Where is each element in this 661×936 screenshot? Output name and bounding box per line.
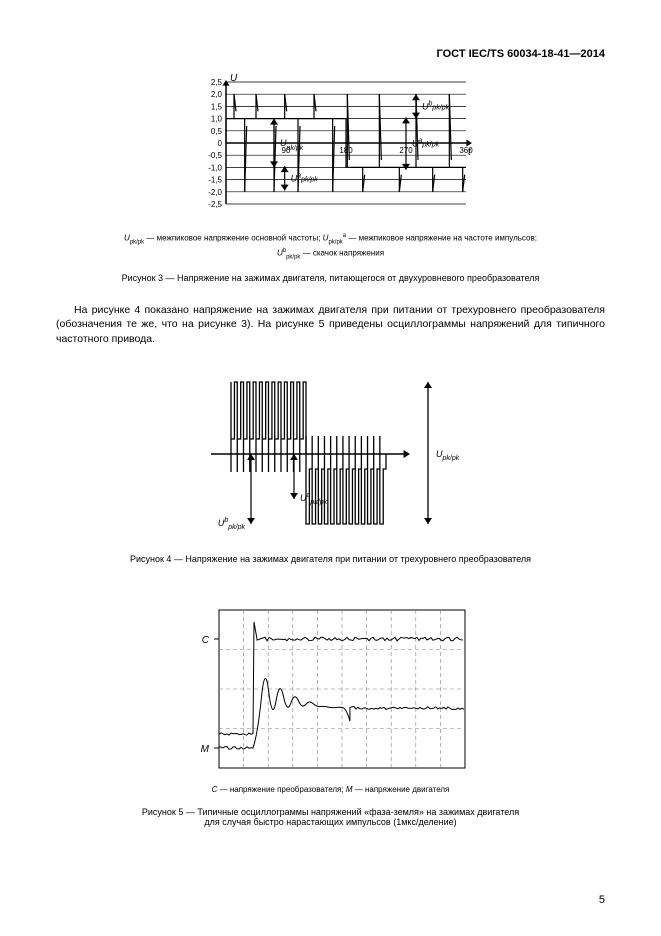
figure-4-caption: Рисунок 4 — Напряжение на зажимах двигат… bbox=[56, 554, 605, 564]
figure-5-chart: CM bbox=[56, 604, 605, 774]
svg-text:Uapk/pk: Uapk/pk bbox=[290, 172, 318, 183]
figure-4-chart: Upk/pk Ubpk/pk Uapk/pk bbox=[56, 364, 605, 544]
svg-text:Uapk/pk: Uapk/pk bbox=[412, 138, 440, 149]
body-paragraph: На рисунке 4 показано напряжение на зажи… bbox=[56, 303, 605, 346]
svg-text:1,0: 1,0 bbox=[210, 115, 222, 124]
svg-text:-2,0: -2,0 bbox=[208, 188, 222, 197]
svg-text:2,5: 2,5 bbox=[210, 78, 222, 87]
svg-text:Ubpk/pk: Ubpk/pk bbox=[422, 100, 450, 111]
figure-3-legend: Upk/pk — межпиковое напряжение основной … bbox=[56, 232, 605, 261]
figure-5-caption: Рисунок 5 — Типичные осциллограммы напря… bbox=[56, 807, 605, 827]
svg-text:0,5: 0,5 bbox=[210, 127, 222, 136]
svg-text:-2,5: -2,5 bbox=[208, 200, 222, 209]
svg-text:Ubpk/pk: Ubpk/pk bbox=[217, 517, 245, 531]
svg-text:Uapk/pk: Uapk/pk bbox=[300, 492, 328, 506]
svg-text:U: U bbox=[230, 73, 238, 84]
svg-text:M: M bbox=[200, 744, 209, 755]
svg-text:2,0: 2,0 bbox=[210, 90, 222, 99]
svg-text:-1,0: -1,0 bbox=[208, 163, 222, 172]
svg-text:C: C bbox=[201, 635, 209, 646]
page-number: 5 bbox=[599, 894, 605, 906]
svg-text:Upk/pk: Upk/pk bbox=[436, 449, 460, 462]
svg-text:1,5: 1,5 bbox=[210, 102, 222, 111]
figure-5-caption-l2: для случая быстро нарастающих импульсов … bbox=[56, 817, 605, 827]
figure-5-legend: С — напряжение преобразователя; М — напр… bbox=[56, 784, 605, 795]
svg-text:-0,5: -0,5 bbox=[208, 151, 222, 160]
figure-3-caption: Рисунок 3 — Напряжение на зажимах двигат… bbox=[56, 273, 605, 283]
figure-5-caption-l1: Рисунок 5 — Типичные осциллограммы напря… bbox=[56, 807, 605, 817]
svg-text:-1,5: -1,5 bbox=[208, 176, 222, 185]
svg-text:360: 360 bbox=[459, 146, 473, 155]
figure-3-chart: 2,52,01,51,00,50-0,5-1,0-1,5-2,0-2,5Ut90… bbox=[56, 72, 605, 222]
svg-text:0: 0 bbox=[217, 139, 222, 148]
doc-header: ГОСТ IEC/TS 60034-18-41—2014 bbox=[56, 48, 605, 60]
